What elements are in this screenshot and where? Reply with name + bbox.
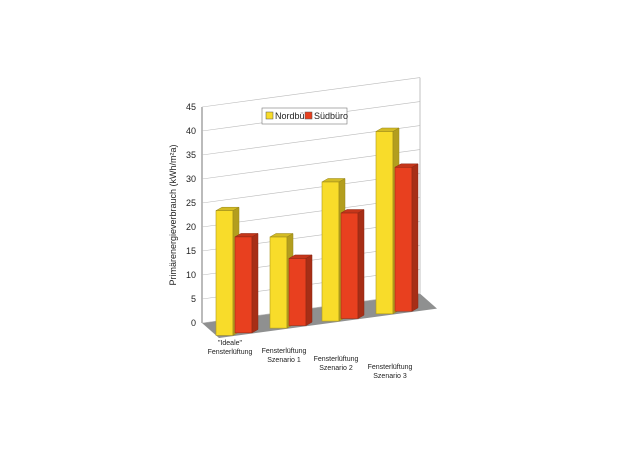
category-label: Szenario 2 <box>319 365 353 372</box>
category-label: Fensterlüftung <box>262 348 307 355</box>
bar-front <box>288 258 307 326</box>
legend: Nordbüro Südbüro <box>261 107 348 125</box>
bar-front <box>269 236 288 329</box>
bar-side <box>411 163 419 312</box>
bar-front <box>394 166 413 312</box>
bar-top <box>215 206 240 211</box>
bar-side <box>251 233 259 334</box>
legend-swatch-nordbuero <box>265 111 274 120</box>
y-tick-label: 5 <box>191 294 196 304</box>
bar-top <box>340 209 365 214</box>
y-tick-label: 20 <box>186 222 196 232</box>
bar-Südbüro-3 <box>394 163 419 312</box>
bar-top <box>269 233 294 238</box>
bar-top <box>394 163 419 168</box>
bar-front <box>375 131 394 315</box>
bar-front <box>321 181 340 322</box>
y-tick-label: 10 <box>186 270 196 280</box>
bar-side <box>305 254 313 326</box>
category-label: Szenario 1 <box>267 357 301 364</box>
legend-label-suedbuero: Südbüro <box>314 111 348 121</box>
category-label: Fensterlüftung <box>368 364 413 371</box>
bar-Südbüro-0 <box>234 233 259 334</box>
y-tick-label: 25 <box>186 198 196 208</box>
legend-label-nordbuero: Nordbüro <box>275 111 313 121</box>
bar-top <box>375 127 400 132</box>
bar-front <box>215 210 234 336</box>
bar-Südbüro-1 <box>288 254 313 326</box>
bar-top <box>321 178 346 183</box>
y-tick-label: 35 <box>186 150 196 160</box>
gridline <box>201 77 421 108</box>
y-tick-label: 45 <box>186 102 196 112</box>
y-axis-label: Primärenergieverbrauch (kWh/m²a) <box>168 144 178 285</box>
bar-side <box>357 209 365 319</box>
legend-box <box>261 107 348 125</box>
category-label: Szenario 3 <box>373 373 407 380</box>
category-label: "Ideale" <box>218 340 243 347</box>
bar-front <box>340 212 359 319</box>
category-label: Fensterlüftung <box>314 356 359 363</box>
bar-front <box>234 236 253 334</box>
y-tick-label: 40 <box>186 126 196 136</box>
legend-swatch-suedbuero <box>304 111 313 120</box>
category-label: Fensterlüftung <box>208 349 253 356</box>
y-tick-label: 15 <box>186 246 196 256</box>
y-tick-label: 30 <box>186 174 196 184</box>
bar-top <box>288 254 313 259</box>
bar-top <box>234 233 259 238</box>
bar-Südbüro-2 <box>340 209 365 319</box>
y-tick-label: 0 <box>191 318 196 328</box>
